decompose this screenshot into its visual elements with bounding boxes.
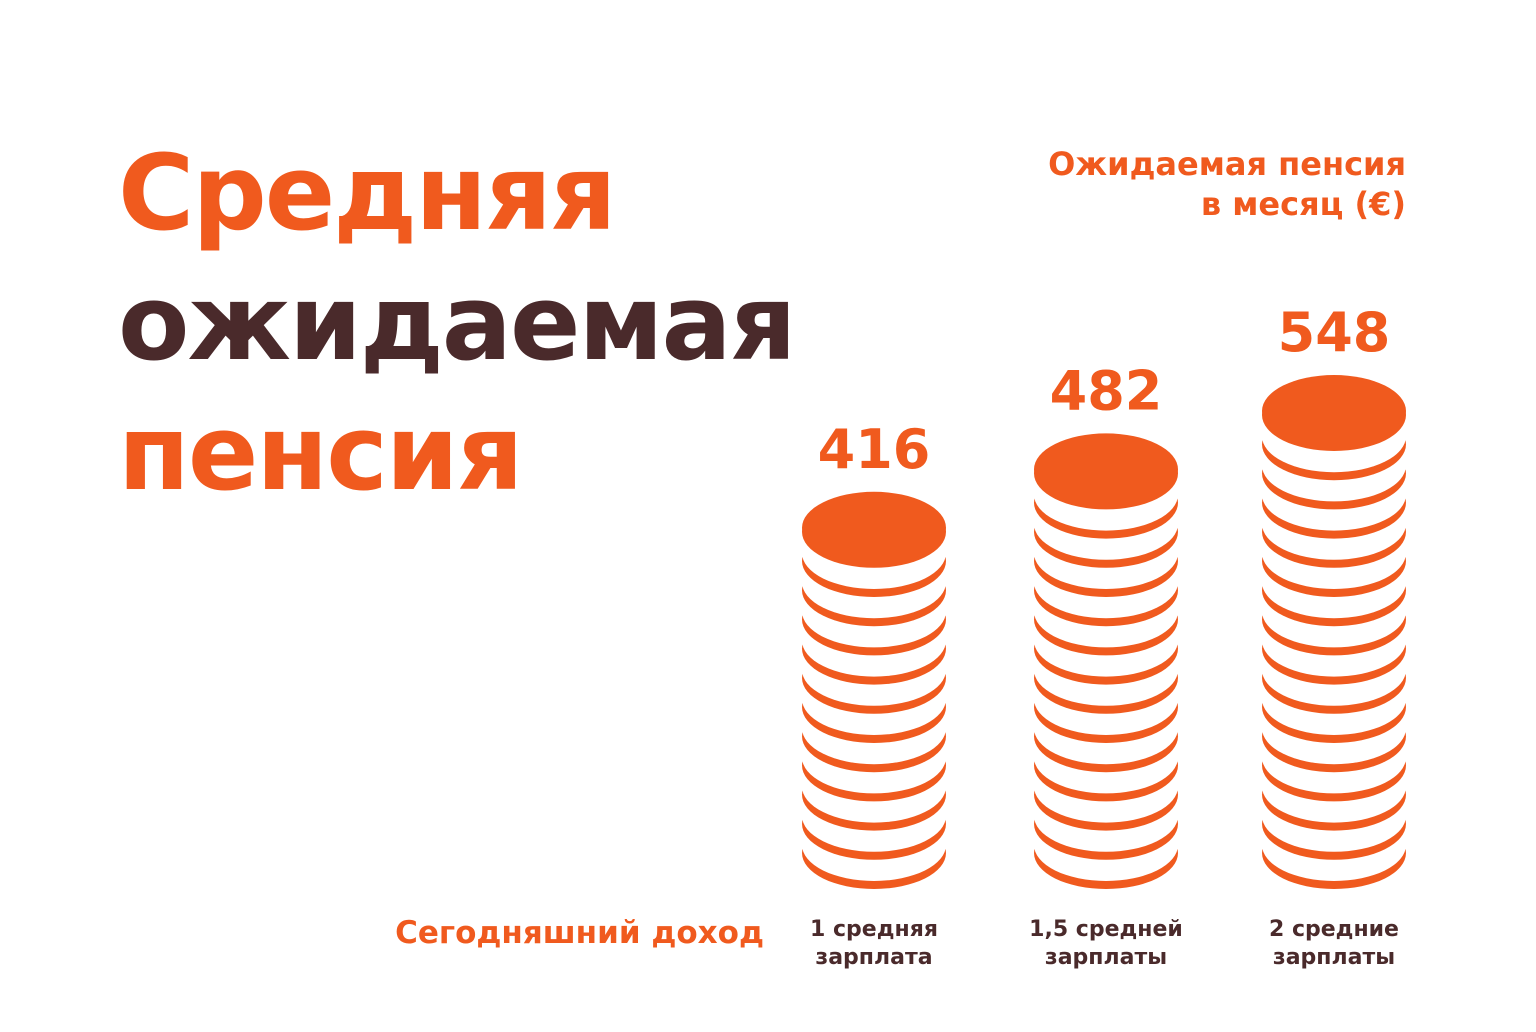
category-label-line: зарплаты: [1273, 945, 1395, 970]
value-label: 548: [1278, 301, 1391, 364]
x-axis-label: Сегодняшний доход: [395, 915, 764, 951]
coin-stack-2: [1034, 429, 1178, 889]
category-label-line: зарплаты: [1045, 945, 1167, 970]
y-axis-label-line-2: в месяц (€): [1200, 185, 1406, 223]
coin-stack-3: [1262, 371, 1406, 889]
y-axis-label: Ожидаемая пенсия в месяц (€): [1048, 144, 1406, 224]
coin-top: [1262, 375, 1406, 447]
coin-stack-1: [802, 487, 946, 889]
coin-top: [802, 491, 946, 564]
coin-top: [1034, 433, 1178, 506]
category-label-line: 1,5 средней: [1029, 917, 1183, 942]
title-line-1: Средняя: [118, 132, 617, 254]
value-label: 482: [1050, 359, 1163, 422]
page-title: Средняя ожидаемая пенсия: [118, 128, 796, 518]
title-line-3: пенсия: [118, 392, 524, 514]
y-axis-label-line-1: Ожидаемая пенсия: [1048, 145, 1406, 183]
category-label-line: зарплата: [815, 945, 932, 970]
title-line-2: ожидаемая: [118, 262, 796, 384]
category-label-line: 2 средние: [1269, 917, 1399, 942]
value-label: 416: [818, 418, 931, 481]
category-label-line: 1 средняя: [810, 917, 938, 942]
